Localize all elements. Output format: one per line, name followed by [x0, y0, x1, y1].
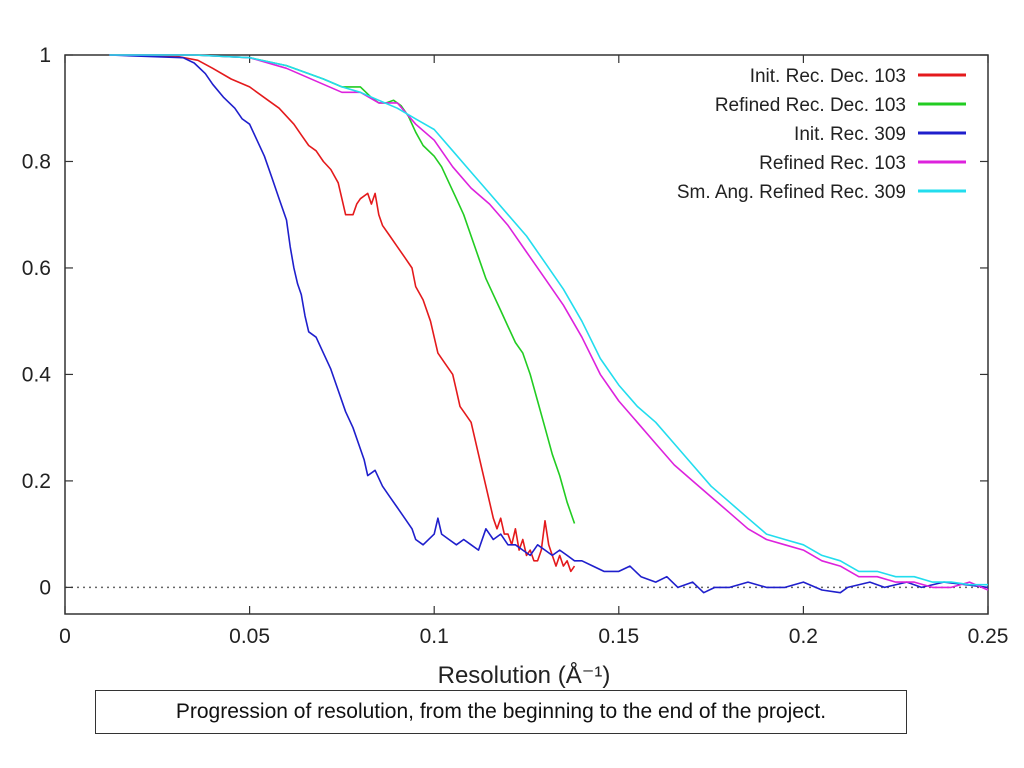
series-line-5: [109, 54, 988, 586]
y-tick-label: 1: [39, 44, 51, 67]
x-tick-label: 0.2: [789, 625, 818, 648]
plot-frame: [64, 54, 989, 615]
x-tick-label: 0: [59, 625, 71, 648]
series-line-3: [109, 54, 989, 594]
series-line-4: [109, 54, 989, 591]
x-tick-label: 0.15: [598, 625, 639, 648]
y-tick-label: 0.2: [22, 470, 51, 493]
series-line-1: [109, 54, 576, 573]
legend-label-2: Refined Rec. Dec. 103: [715, 95, 906, 116]
y-tick-label: 0.8: [22, 150, 51, 173]
legend-label-3: Init. Rec. 309: [794, 124, 906, 145]
x-tick-label: 0.05: [229, 625, 270, 648]
x-axis-title: Resolution (Å⁻¹): [438, 661, 611, 689]
x-tick-label: 0.1: [420, 625, 449, 648]
legend-label-1: Init. Rec. Dec. 103: [750, 66, 906, 87]
series-line-2: [109, 54, 576, 524]
y-tick-label: 0.6: [22, 257, 51, 280]
legend-label-5: Sm. Ang. Refined Rec. 309: [677, 182, 906, 203]
x-tick-label: 0.25: [968, 625, 1009, 648]
legend-label-4: Refined Rec. 103: [759, 153, 906, 174]
figure-caption: Progression of resolution, from the begi…: [95, 690, 907, 734]
y-tick-label: 0.4: [22, 363, 52, 386]
y-tick-label: 0: [39, 576, 51, 599]
